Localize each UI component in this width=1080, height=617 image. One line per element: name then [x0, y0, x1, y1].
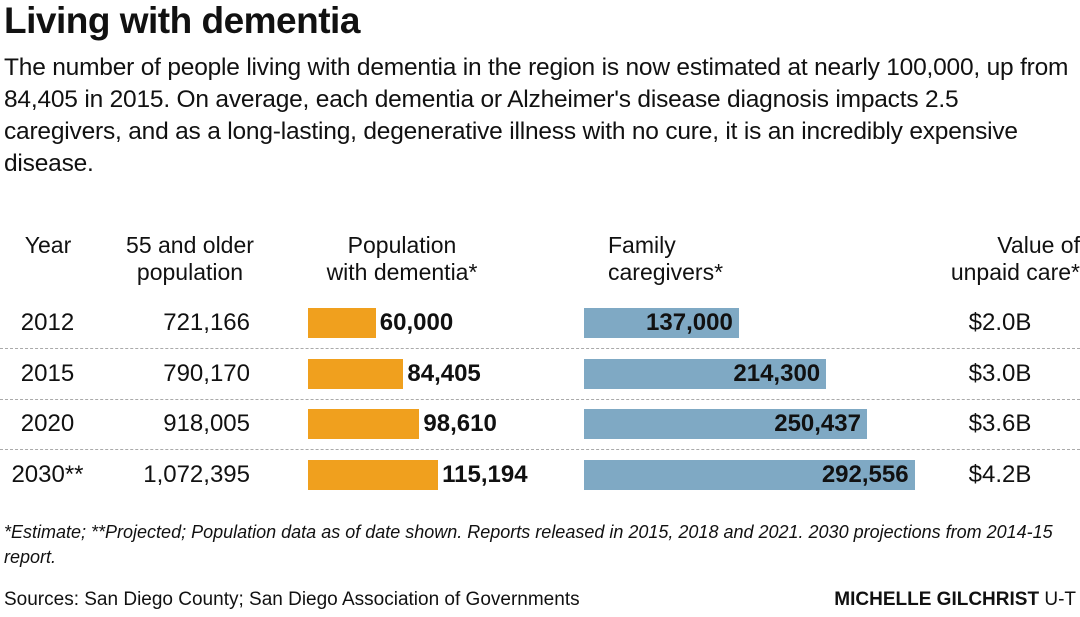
intro-text: The number of people living with dementi… — [4, 54, 1069, 177]
caregivers-label: 137,000 — [646, 309, 733, 336]
dementia-label: 115,194 — [442, 460, 528, 488]
year-cell: 2020 — [20, 410, 75, 437]
caregivers-bar — [584, 459, 915, 490]
population-55-cell: 1,072,395 — [143, 460, 250, 488]
population-55-cell: 918,005 — [163, 410, 250, 437]
population-55-cell: 790,170 — [163, 359, 250, 387]
dementia-bar — [308, 459, 439, 490]
care-value-cell: $3.0B — [968, 359, 1032, 387]
sources: Sources: San Diego County; San Diego Ass… — [4, 589, 580, 610]
population-55-cell: 721,166 — [163, 309, 250, 336]
credit-name: MICHELLE GILCHRIST — [834, 589, 1040, 610]
dementia-bar — [308, 308, 376, 338]
caregivers-label: 250,437 — [774, 410, 861, 437]
credit: MICHELLE GILCHRIST U-T — [834, 589, 1076, 611]
caregivers-bar — [584, 409, 867, 439]
column-header: Year — [24, 232, 72, 258]
care-value-cell: $3.6B — [968, 410, 1032, 437]
year-cell: 2012 — [20, 309, 75, 336]
dementia-label: 98,610 — [423, 410, 497, 437]
dementia-bar — [308, 358, 404, 389]
footnote: *Estimate; **Projected; Population data … — [4, 522, 1053, 567]
column-header: Population — [347, 232, 457, 258]
column-header: with dementia* — [326, 259, 478, 285]
column-header: Family — [608, 232, 676, 258]
year-cell: 2030** — [11, 460, 84, 488]
year-cell: 2015 — [20, 359, 75, 387]
care-value-cell: $2.0B — [968, 309, 1032, 336]
caregivers-label: 292,556 — [821, 460, 909, 488]
row-divider — [0, 398, 1080, 400]
row-divider — [0, 348, 1080, 349]
column-header: caregivers* — [608, 259, 724, 285]
column-header: population — [136, 259, 244, 285]
column-header: 55 and older — [126, 232, 254, 258]
dementia-label: 60,000 — [379, 309, 454, 336]
column-header: unpaid care* — [950, 259, 1080, 285]
caregivers-label: 214,300 — [733, 359, 821, 387]
caregivers-bar — [584, 308, 739, 338]
dementia-label: 84,405 — [407, 359, 481, 387]
column-header: Value of — [997, 232, 1080, 258]
row-divider — [0, 449, 1080, 450]
care-value-cell: $4.2B — [968, 460, 1032, 488]
credit-org: U-T — [1044, 589, 1076, 610]
caregivers-bar — [584, 358, 827, 389]
chart-title: Living with dementia — [4, 0, 360, 41]
dementia-bar — [308, 409, 420, 439]
